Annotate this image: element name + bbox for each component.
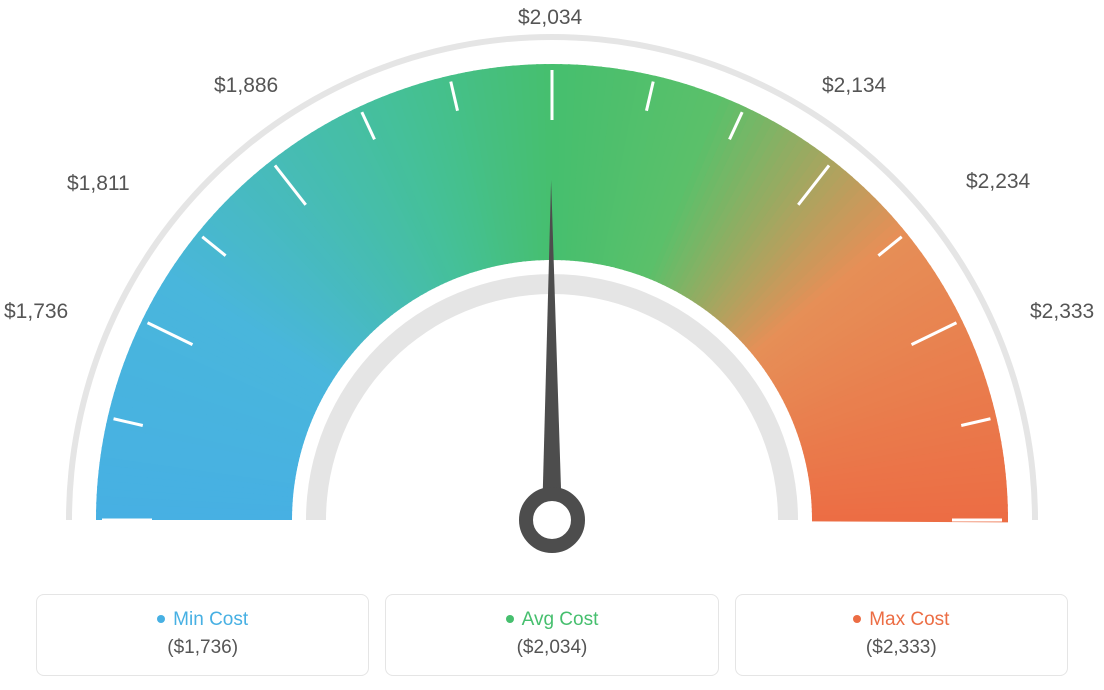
legend-title-avg: Avg Cost — [386, 609, 717, 631]
legend-dot-min — [157, 615, 165, 623]
legend-title-max-text: Max Cost — [869, 609, 949, 630]
legend-card-min: Min Cost ($1,736) — [36, 594, 369, 676]
legend-title-min: Min Cost — [37, 609, 368, 631]
legend-dot-max — [853, 615, 861, 623]
gauge-tick-label: $2,333 — [1030, 300, 1094, 324]
gauge-chart: $1,736 $1,811 $1,886 $2,034 $2,134 $2,234 $2,3… — [0, 0, 1104, 560]
gauge-tick-label: $2,134 — [822, 74, 886, 98]
gauge-svg — [0, 0, 1104, 560]
legend-card-avg: Avg Cost ($2,034) — [385, 594, 718, 676]
legend-title-min-text: Min Cost — [173, 609, 248, 630]
legend-title-avg-text: Avg Cost — [522, 609, 599, 630]
gauge-tick-label: $1,886 — [214, 74, 278, 98]
legend-card-max: Max Cost ($2,333) — [735, 594, 1068, 676]
legend-title-max: Max Cost — [736, 609, 1067, 631]
chart-container: $1,736 $1,811 $1,886 $2,034 $2,134 $2,234 $2,3… — [0, 0, 1104, 690]
legend-value-max: ($2,333) — [736, 637, 1067, 659]
gauge-tick-label: $1,811 — [67, 172, 130, 196]
legend-dot-avg — [506, 615, 514, 623]
legend-value-avg: ($2,034) — [386, 637, 717, 659]
legend-row: Min Cost ($1,736) Avg Cost ($2,034) Max … — [36, 594, 1068, 676]
gauge-tick-label: $1,736 — [4, 300, 68, 324]
legend-value-min: ($1,736) — [37, 637, 368, 659]
gauge-tick-label: $2,234 — [966, 170, 1030, 194]
gauge-tick-label: $2,034 — [518, 6, 582, 30]
